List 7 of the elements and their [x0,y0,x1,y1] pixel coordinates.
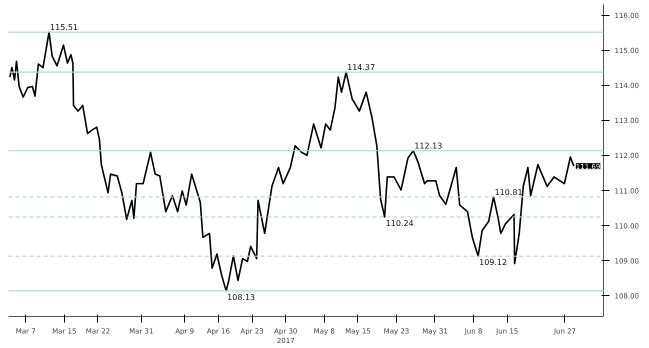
annotation: 115.51 [50,23,78,32]
annotation: 112.13 [414,142,442,151]
annotation: 110.24 [386,218,414,228]
annotation: 109.12 [479,258,508,268]
annotation: 110.81 [494,188,523,197]
annotation: 108.13 [227,292,256,302]
annotation: 114.37 [347,63,376,72]
